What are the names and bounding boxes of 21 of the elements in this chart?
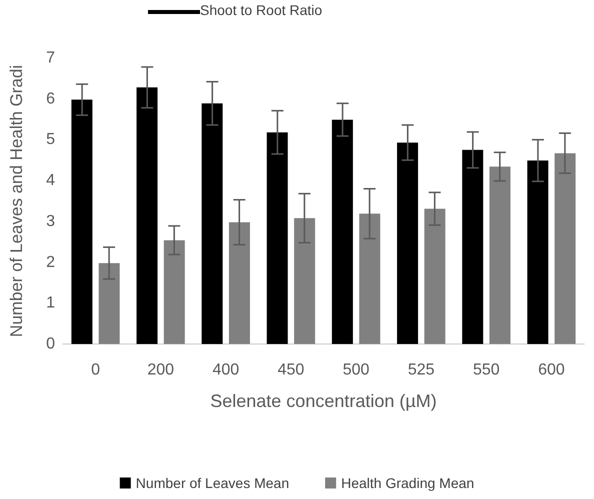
x-tick-label: 525 (408, 362, 435, 378)
x-tick-label: 600 (538, 362, 565, 378)
y-tick-label: 3 (46, 212, 56, 230)
y-axis-title: Number of Leaves and Health Gradi (7, 64, 26, 338)
y-tick-label: 5 (46, 131, 56, 148)
x-tick-label: 0 (91, 362, 100, 378)
legend-label: Health Grading Mean (341, 475, 474, 491)
y-tick-label: 4 (46, 172, 56, 190)
y-tick-label: 2 (46, 254, 56, 271)
y-tick-label: 0 (46, 336, 56, 352)
x-tick-label: 550 (472, 362, 500, 378)
text: Shoot to Root Ratio (200, 2, 322, 18)
x-tick-label: 500 (342, 362, 370, 378)
x-tick-label: 200 (147, 362, 174, 378)
y-tick-label: 1 (46, 294, 56, 312)
y-tick-label: 6 (46, 90, 56, 108)
x-axis-title: Selenate concentration (µM) (210, 391, 437, 411)
y-tick-label: 7 (46, 50, 56, 66)
x-tick-label: 400 (212, 362, 240, 378)
x-tick-label: 450 (278, 362, 304, 378)
legend-label: Number of Leaves Mean (136, 475, 290, 491)
